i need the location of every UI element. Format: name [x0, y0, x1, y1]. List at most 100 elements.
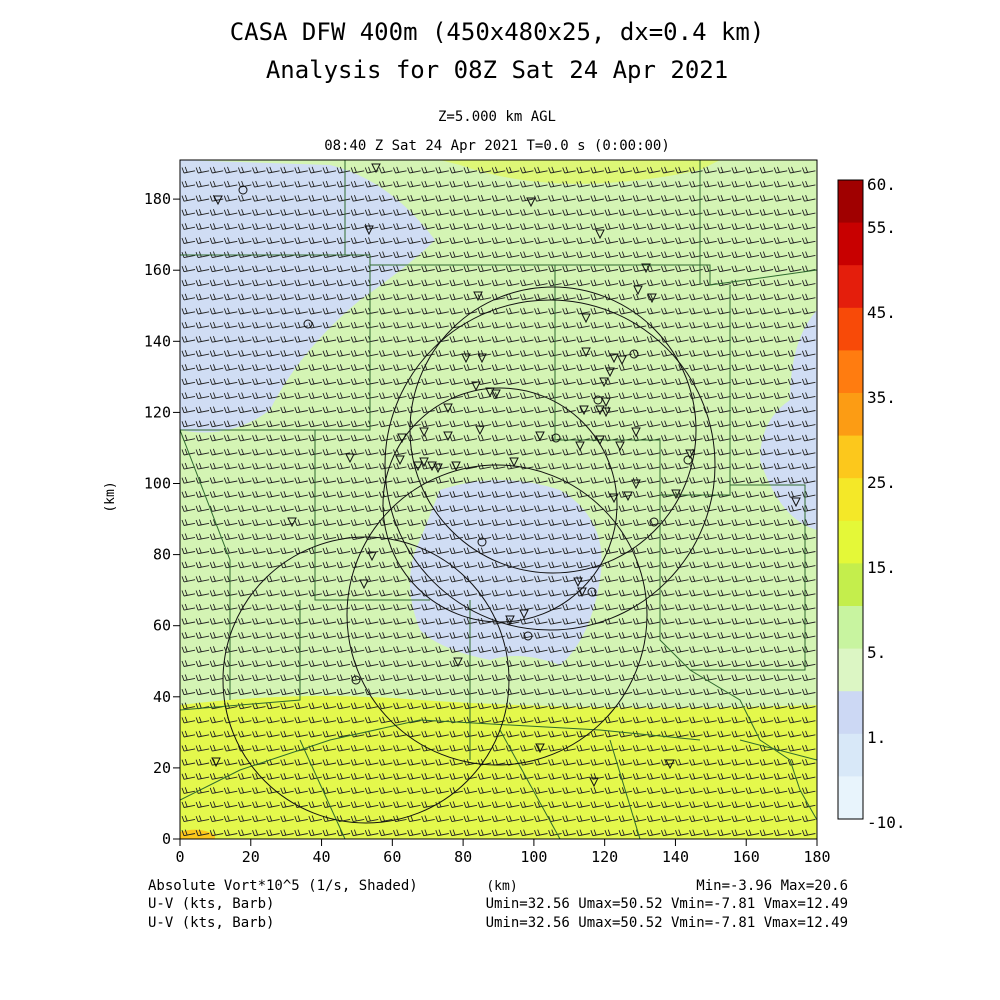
colorbar-swatch — [838, 691, 863, 735]
x-tick-label: 80 — [454, 848, 472, 866]
colorbar-swatch — [838, 776, 863, 820]
colorbar-swatch — [838, 648, 863, 692]
colorbar-label: 45. — [867, 303, 896, 322]
station-marker — [685, 449, 695, 460]
colorbar-swatch — [838, 478, 863, 522]
station-marker — [551, 433, 561, 443]
colorbar-label: 5. — [867, 643, 886, 662]
footer-field-3: U-V (kts, Barb) — [148, 915, 274, 931]
station-marker — [519, 609, 529, 620]
x-tick-label: 140 — [662, 848, 689, 866]
station-marker — [633, 285, 643, 296]
station-marker — [535, 431, 545, 442]
shaded-region-high-southwest — [180, 696, 817, 839]
station-marker — [665, 759, 675, 770]
station-marker — [471, 381, 481, 392]
station-marker — [791, 497, 801, 508]
x-tick-label: 100 — [520, 848, 547, 866]
station-marker — [615, 441, 625, 452]
figure-title: CASA DFW 400m (450x480x25, dx=0.4 km) — [230, 18, 765, 46]
county-boundaries — [180, 160, 817, 839]
station-marker — [485, 387, 495, 398]
y-tick-label: 20 — [153, 759, 171, 777]
colorbar-label: 15. — [867, 558, 896, 577]
colorbar: 60. 55. 45. 35. 25. 15. 5. 1. -10. — [837, 175, 906, 832]
station-marker — [461, 353, 471, 364]
station-marker — [395, 455, 405, 466]
station-marker — [359, 579, 369, 590]
station-marker — [629, 349, 639, 359]
station-marker — [477, 537, 487, 547]
x-tick-label: 40 — [313, 848, 331, 866]
y-tick-label: 120 — [144, 403, 171, 421]
colorbar-swatch — [838, 350, 863, 394]
station-marker — [509, 457, 519, 468]
station-marker — [505, 615, 515, 626]
station-marker — [631, 479, 641, 490]
y-tick-label: 0 — [162, 830, 171, 848]
station-marker — [575, 441, 585, 452]
station-marker — [211, 757, 221, 768]
y-tick-label: 60 — [153, 617, 171, 635]
shaded-region-high-north — [440, 160, 720, 184]
station-marker — [647, 293, 657, 304]
y-tick-label: 140 — [144, 332, 171, 350]
footer-range-2: Umin=32.56 Umax=50.52 Vmin=-7.81 Vmax=12… — [486, 896, 848, 912]
station-marker — [491, 389, 501, 400]
colorbar-label: 1. — [867, 728, 886, 747]
station-marker — [587, 587, 597, 597]
colorbar-swatch — [838, 265, 863, 309]
station-marker — [443, 403, 453, 414]
x-axis-label: (km) — [486, 879, 517, 894]
figure-subtitle: Analysis for 08Z Sat 24 Apr 2021 — [266, 56, 728, 84]
station-marker — [609, 353, 619, 364]
colorbar-swatch — [838, 563, 863, 607]
x-tick-label: 0 — [175, 848, 184, 866]
station-marker — [443, 431, 453, 442]
station-marker — [535, 743, 545, 754]
colorbar-frame — [837, 179, 864, 820]
station-marker — [641, 263, 651, 274]
x-axis: 0 20 40 60 80 100 120 140 160 180 — [175, 839, 831, 866]
station-marker — [683, 455, 693, 465]
colorbar-swatch — [838, 222, 863, 266]
station-marker — [605, 367, 615, 378]
colorbar-label: 55. — [867, 218, 896, 237]
station-marker — [581, 313, 591, 324]
station-marker — [475, 425, 485, 436]
x-tick-label: 160 — [733, 848, 760, 866]
station-marker — [433, 463, 443, 474]
colorbar-swatch — [838, 180, 863, 224]
footer-range-3: Umin=32.56 Umax=50.52 Vmin=-7.81 Vmax=12… — [486, 915, 848, 931]
station-marker — [577, 587, 587, 598]
x-tick-label: 120 — [591, 848, 618, 866]
station-marker — [599, 377, 609, 388]
colorbar-swatch — [838, 393, 863, 437]
station-marker — [593, 395, 603, 405]
level-label: Z=5.000 km AGL — [438, 109, 556, 125]
station-marker — [371, 163, 381, 174]
colorbar-swatch — [838, 733, 863, 777]
footer-field-1: Absolute Vort*10^5 (1/s, Shaded) — [148, 878, 418, 894]
station-marker — [427, 461, 437, 472]
station-marker — [287, 517, 297, 528]
station-marker — [631, 427, 641, 438]
station-marker — [351, 675, 361, 685]
station-marker — [617, 355, 627, 366]
station-marker — [609, 493, 619, 504]
station-marker — [473, 291, 483, 302]
colorbar-swatch — [838, 520, 863, 564]
station-marker — [595, 229, 605, 240]
station-marker — [573, 577, 583, 588]
valid-time-label: 08:40 Z Sat 24 Apr 2021 T=0.0 s (0:00:00… — [324, 138, 670, 154]
colorbar-label: 35. — [867, 388, 896, 407]
radar-range-rings — [222, 286, 716, 824]
y-tick-label: 80 — [153, 546, 171, 564]
plot-area: 0 20 40 60 80 100 120 140 160 180 0 20 40 60 80 100 120… — [103, 159, 831, 866]
station-marker — [595, 405, 605, 416]
x-tick-label: 180 — [803, 848, 830, 866]
y-tick-label: 100 — [144, 475, 171, 493]
station-marker — [523, 631, 533, 641]
station-marker — [671, 489, 681, 500]
